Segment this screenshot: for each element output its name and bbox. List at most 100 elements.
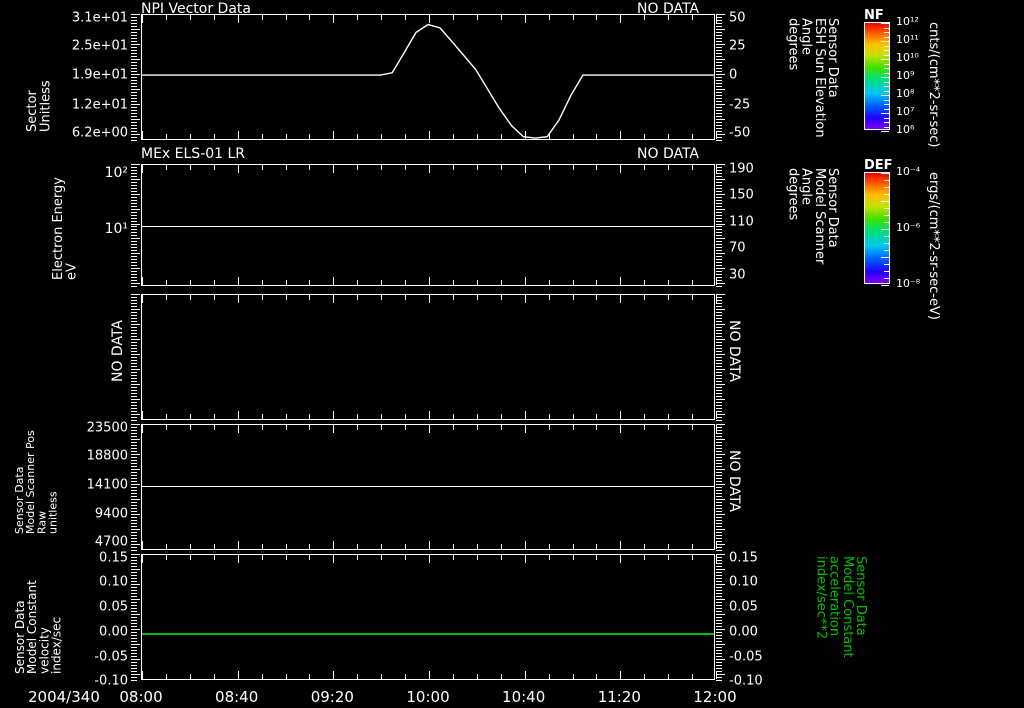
- axis-tick: [405, 555, 407, 560]
- axis-tick: [357, 15, 359, 20]
- axis-tick: [668, 134, 670, 139]
- colorbar-tick-label: 10¹²: [896, 15, 919, 28]
- colorbar-tick: [884, 271, 889, 272]
- axis-minor-tick-ladder: [716, 14, 725, 141]
- colorbar-tick: [884, 63, 889, 65]
- axis-tick: [548, 134, 550, 139]
- axis-tick: [165, 134, 167, 139]
- axis-minor-tick-ladder: [131, 164, 140, 287]
- axis-tick: [500, 414, 502, 419]
- axis-tick: [644, 544, 646, 549]
- axis-tick: [500, 134, 502, 139]
- panel-3-plot-area[interactable]: [141, 294, 717, 420]
- colorbar-tick: [884, 194, 889, 195]
- axis-tick: [381, 414, 383, 419]
- axis-tick: [285, 134, 287, 139]
- time-tick-label: 08:40: [215, 688, 259, 706]
- colorbar-tick: [881, 257, 889, 258]
- axis-tick: [548, 414, 550, 419]
- axis-tick: [381, 15, 383, 20]
- panel-4-left-axis-label: Sensor Data Model Scanner Pos Raw unitle…: [13, 430, 60, 534]
- axis-tick: [309, 15, 311, 20]
- axis-tick: [548, 280, 550, 285]
- time-tick-label: 09:20: [310, 688, 354, 706]
- colorbar-tick: [884, 104, 889, 105]
- axis-tick: [452, 414, 454, 419]
- axis-tick: [452, 280, 454, 285]
- axis-tick: [405, 425, 407, 430]
- axis-tick: [524, 425, 526, 433]
- date-label: 2004/340: [28, 688, 100, 706]
- axis-tick: [716, 15, 717, 23]
- axis-tick: [213, 414, 215, 419]
- axis-tick: [620, 295, 622, 303]
- axis-tick: [357, 280, 359, 285]
- axis-tick: [572, 15, 574, 20]
- panel-2-plot-area[interactable]: [141, 164, 717, 286]
- axis-tick: [285, 414, 287, 419]
- axis-tick: [524, 15, 526, 23]
- panel-4-plot-area[interactable]: [141, 424, 717, 550]
- axis-tick: [261, 674, 263, 679]
- axis-tick: [500, 555, 502, 560]
- axis-tick: [429, 15, 430, 23]
- axis-tick: [357, 414, 359, 419]
- axis-tick: [142, 295, 143, 303]
- axis-tick: [692, 425, 694, 430]
- axis-tick: [620, 411, 622, 419]
- axis-tick: [405, 544, 407, 549]
- panel-1-plot-area[interactable]: [141, 14, 717, 140]
- panel-5-plot-area[interactable]: [141, 554, 717, 680]
- axis-tick: [476, 295, 478, 300]
- colorbar-tick: [881, 285, 889, 286]
- axis-tick: [668, 165, 670, 170]
- axis-tick: [572, 280, 574, 285]
- axis-tick: [165, 165, 167, 170]
- axis-tick: [476, 425, 478, 430]
- axis-tick: [357, 425, 359, 430]
- panel-1-waveform: [142, 23, 714, 139]
- axis-tick: [668, 15, 670, 20]
- axis-tick: [165, 555, 167, 560]
- colorbar-tick: [884, 32, 889, 33]
- axis-tick: [524, 277, 526, 285]
- colorbar-tick: [884, 126, 889, 128]
- axis-tick: [333, 425, 335, 433]
- axis-tick: [644, 674, 646, 679]
- axis-tick: [165, 295, 167, 300]
- axis-tick: [237, 277, 239, 285]
- axis-tick: [572, 544, 574, 549]
- colorbar-2[interactable]: [864, 172, 890, 286]
- colorbar-tick: [884, 208, 889, 209]
- panel-2-title-right: NO DATA: [637, 146, 700, 162]
- axis-tick: [476, 414, 478, 419]
- axis-tick: [357, 555, 359, 560]
- axis-tick: [572, 674, 574, 679]
- axis-tick: [237, 295, 239, 303]
- axis-tick: [548, 295, 550, 300]
- axis-tick: [261, 15, 263, 20]
- axis-tick: [142, 411, 143, 419]
- axis-tick: [476, 134, 478, 139]
- axis-minor-tick-ladder: [716, 164, 725, 287]
- axis-tick: [692, 165, 694, 170]
- axis-tick: [261, 425, 263, 430]
- axis-tick: [381, 165, 383, 170]
- axis-tick: [596, 280, 598, 285]
- colorbar-1[interactable]: [864, 22, 890, 132]
- colorbar-tick: [884, 90, 889, 92]
- axis-tick: [452, 165, 454, 170]
- colorbar-2-unit: ergs/(cm**2-sr-sec-eV): [926, 172, 941, 320]
- axis-tick: [429, 555, 430, 563]
- axis-minor-tick-ladder: [716, 554, 725, 681]
- colorbar-tick: [884, 72, 889, 74]
- axis-tick: [716, 411, 717, 419]
- axis-tick: [548, 15, 550, 20]
- axis-minor-tick-ladder: [131, 554, 140, 681]
- axis-tick: [237, 671, 239, 679]
- panel-1-right-axis-label: Sensor Data ESH Sun Elevation Angle degr…: [785, 18, 840, 138]
- panel-4-constant-line: [142, 486, 714, 487]
- axis-tick: [405, 295, 407, 300]
- colorbar-2-ticks: [881, 173, 889, 286]
- colorbar-tick: [884, 278, 889, 279]
